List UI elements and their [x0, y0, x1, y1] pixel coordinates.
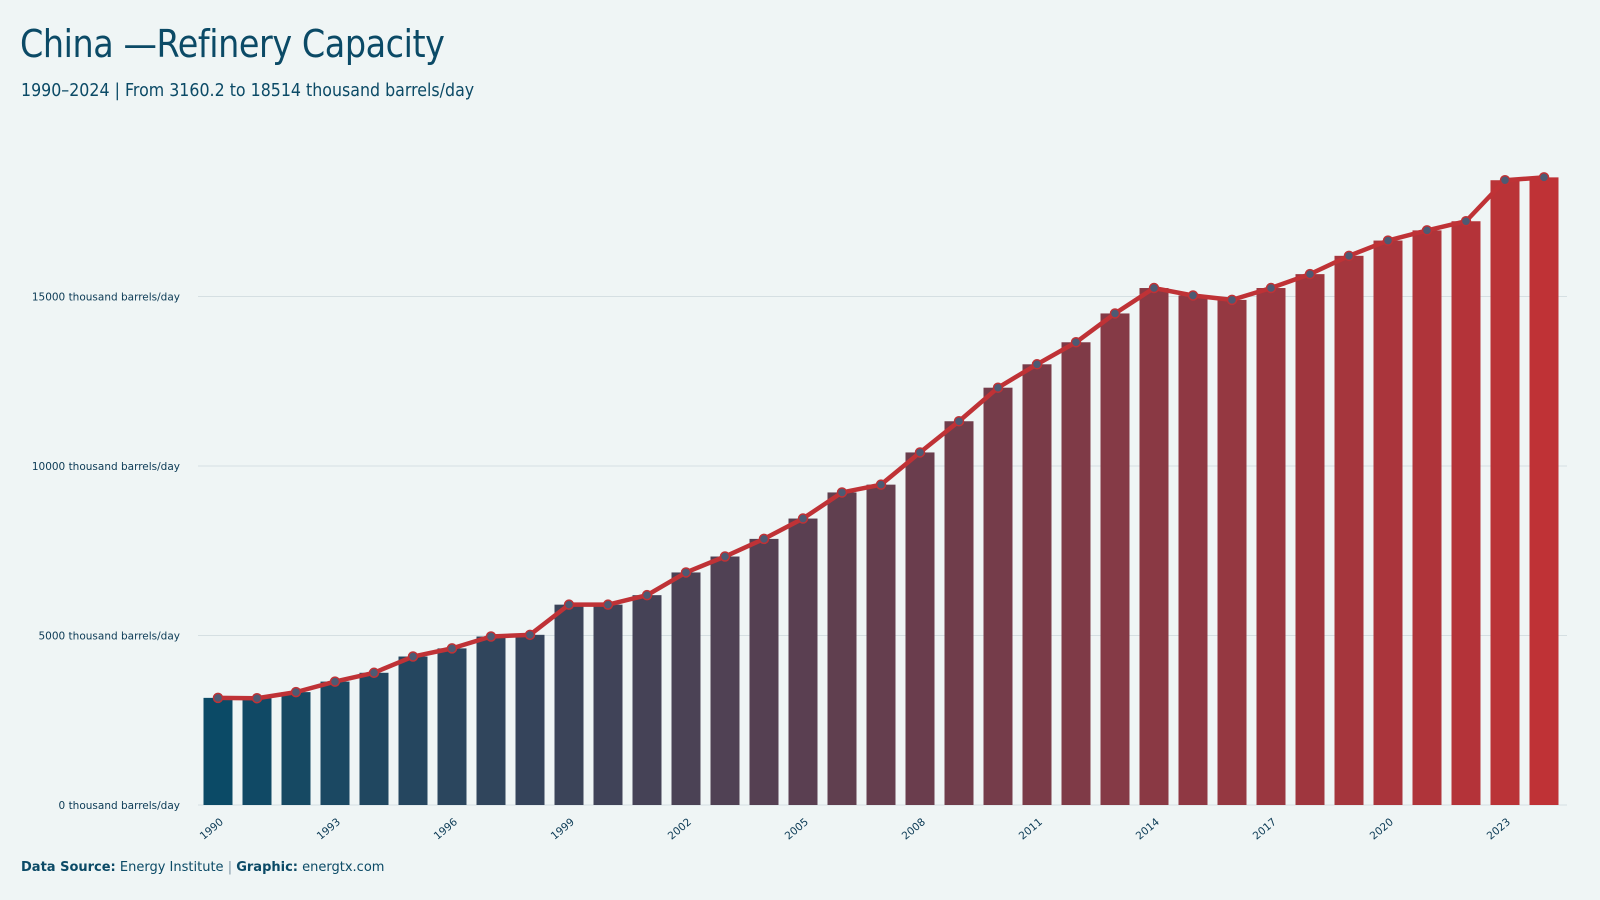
graphic-value: energtx.com	[302, 860, 385, 875]
data-point	[758, 533, 770, 545]
data-point	[914, 447, 926, 458]
y-tick-label: 10000 thousand barrels/day	[32, 461, 180, 473]
bar	[710, 556, 740, 805]
chart-subtitle: 1990–2024 | From 3160.2 to 18514 thousan…	[21, 80, 475, 101]
bar	[749, 538, 779, 805]
bar	[1490, 180, 1520, 805]
bar	[632, 595, 662, 805]
x-tick-label: 2005	[783, 816, 811, 842]
bar	[1100, 313, 1130, 805]
x-tick-label: 2020	[1368, 816, 1396, 842]
bar	[242, 698, 272, 805]
y-tick-label: 5000 thousand barrels/day	[39, 631, 181, 643]
bar	[476, 636, 506, 805]
data-point	[407, 651, 419, 662]
data-point	[641, 589, 653, 601]
data-point	[719, 551, 731, 562]
x-tick-label: 1990	[198, 816, 226, 842]
data-point	[251, 692, 263, 704]
data-point	[290, 686, 302, 698]
y-tick-label: 15000 thousand barrels/day	[32, 292, 180, 304]
footer-separator: |	[227, 860, 233, 875]
x-axis-ticks: 1990 1993 1996 1999 2002 2005 2008 2011 2014 2017…	[198, 816, 1513, 843]
bar	[866, 484, 896, 805]
bar	[671, 572, 701, 805]
x-tick-label: 2011	[1017, 816, 1045, 842]
data-point	[680, 567, 692, 578]
data-point	[875, 479, 887, 490]
data-point	[953, 416, 965, 427]
x-tick-label: 1996	[432, 816, 460, 843]
source-label: Data Source:	[21, 860, 116, 875]
data-point	[797, 513, 809, 524]
bar	[1256, 288, 1286, 805]
bar	[1529, 177, 1559, 806]
bar	[515, 634, 545, 805]
data-point	[992, 382, 1004, 393]
x-tick-label: 2017	[1251, 816, 1279, 842]
graphic-label: Graphic:	[236, 860, 298, 875]
bar	[203, 697, 233, 805]
data-point	[368, 667, 380, 679]
data-point	[485, 631, 497, 642]
bar	[1217, 299, 1247, 805]
bar	[944, 421, 974, 805]
bar	[1451, 221, 1481, 805]
data-point	[1382, 235, 1394, 246]
bar	[1295, 274, 1325, 806]
bar	[1334, 255, 1364, 805]
bar	[593, 604, 623, 805]
x-tick-label: 2008	[900, 816, 928, 842]
x-tick-label: 1999	[549, 816, 577, 842]
data-point	[1226, 294, 1238, 306]
bar	[281, 692, 311, 805]
data-point	[1343, 250, 1355, 262]
data-point	[1070, 337, 1082, 348]
data-point	[1538, 172, 1550, 183]
bar	[1139, 288, 1169, 805]
bar	[1373, 240, 1403, 805]
bar	[437, 648, 467, 805]
bar	[983, 387, 1013, 805]
data-point	[1109, 308, 1121, 319]
bar	[827, 492, 857, 805]
line-markers	[212, 172, 1550, 704]
bar	[398, 656, 428, 805]
data-point	[1265, 282, 1277, 294]
y-tick-label: 0 thousand barrels/day	[59, 800, 180, 812]
data-point	[1304, 268, 1316, 280]
bar-series	[203, 177, 1559, 806]
chart-footer: Data Source: Energy Institute | Graphic:…	[21, 860, 384, 875]
data-point	[329, 676, 341, 687]
chart-title: China —Refinery Capacity	[20, 22, 445, 66]
bar	[905, 452, 935, 805]
data-point	[1421, 225, 1433, 236]
bar	[1022, 364, 1052, 805]
bar	[320, 681, 350, 805]
data-point	[524, 629, 536, 641]
source-value: Energy Institute	[119, 860, 224, 875]
bar	[1061, 342, 1091, 805]
data-point	[563, 599, 575, 610]
data-point	[1460, 215, 1472, 227]
data-point	[836, 487, 848, 498]
x-tick-label: 2002	[666, 816, 694, 842]
data-point	[1148, 282, 1160, 294]
bar	[788, 518, 818, 805]
x-tick-label: 2014	[1134, 816, 1162, 843]
x-tick-label: 2023	[1485, 816, 1513, 842]
data-point	[212, 692, 224, 704]
bar	[359, 672, 389, 805]
bar	[554, 604, 584, 805]
data-point	[446, 643, 458, 654]
data-point	[1187, 290, 1199, 301]
x-tick-label: 1993	[315, 816, 343, 842]
data-point	[602, 599, 614, 610]
y-axis-ticks: 0 thousand barrels/day 5000 thousand barr…	[32, 292, 180, 813]
bar	[1178, 295, 1208, 805]
data-point	[1031, 359, 1043, 370]
data-point	[1499, 174, 1511, 186]
bar	[1412, 230, 1442, 805]
